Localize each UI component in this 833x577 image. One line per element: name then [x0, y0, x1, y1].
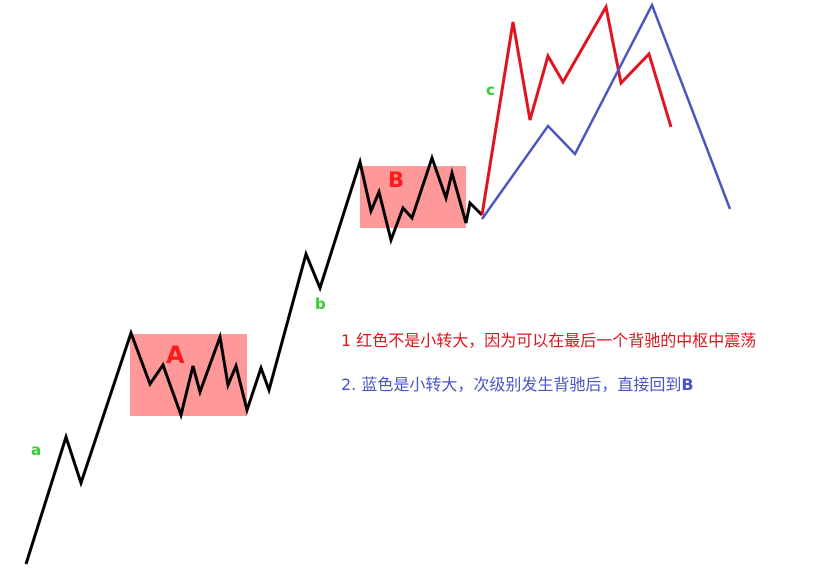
blue-scenario-path [480, 1, 732, 220]
note-red-text: 1 红色不是小转大，因为可以在最后一个背驰的中枢中震荡 [341, 331, 756, 350]
point-b-label: b [315, 295, 326, 313]
point-a-label: a [31, 441, 41, 459]
zone-b-label: B [388, 168, 404, 192]
note-blue-text: 2. 蓝色是小转大，次级别发生背驰后，直接回到B [341, 375, 694, 394]
main-price-path [24, 153, 484, 565]
note-blue-target: B [681, 375, 693, 394]
zone-a-label: A [166, 341, 185, 369]
point-c-label: c [486, 81, 495, 99]
red-scenario-path [480, 2, 673, 216]
note-blue-prefix: 2. 蓝色是小转大，次级别发生背驰后，直接回到 [341, 375, 681, 394]
